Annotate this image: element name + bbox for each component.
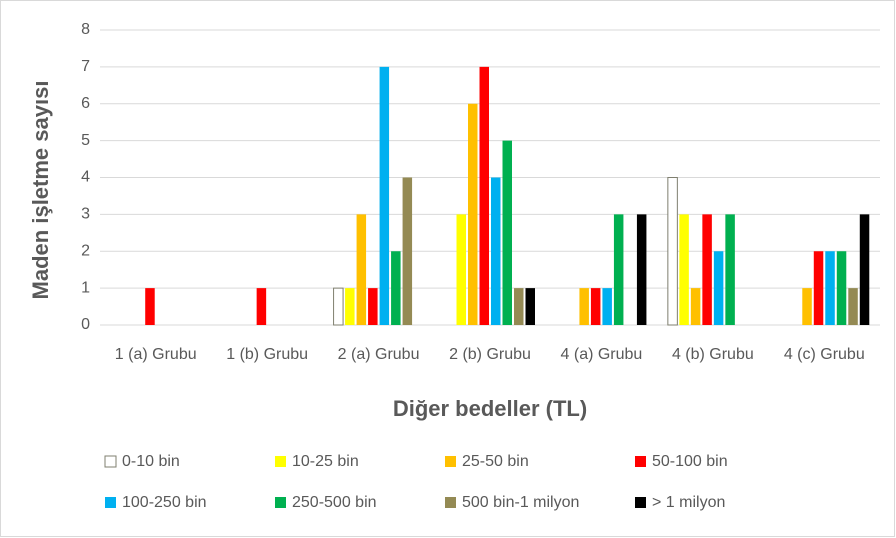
legend-label: 0-10 bin: [122, 453, 180, 470]
bar: [859, 214, 870, 325]
legend-label: 500 bin-1 milyon: [462, 494, 579, 511]
bar: [456, 214, 466, 325]
y-tick-label: 2: [81, 242, 90, 259]
legend-marker: [275, 456, 286, 467]
x-tick-label: 4 (c) Grubu: [784, 346, 865, 363]
legend-marker: [445, 456, 456, 467]
legend-marker: [275, 497, 286, 508]
y-tick-label: 0: [81, 316, 90, 333]
bar: [702, 214, 712, 325]
legend-marker: [635, 497, 646, 508]
legend-marker: [104, 455, 117, 468]
y-tick-label: 7: [81, 58, 90, 75]
bar: [345, 288, 355, 325]
legend-label: 25-50 bin: [462, 453, 529, 470]
bar: [525, 288, 535, 325]
bar: [502, 140, 512, 325]
x-axis-title: Diğer bedeller (TL): [393, 396, 587, 421]
bar: [579, 288, 589, 325]
bar: [713, 251, 724, 325]
bar: [356, 214, 367, 325]
legend-label: 250-500 bin: [292, 494, 377, 511]
legend-label: > 1 milyon: [652, 494, 725, 511]
bar: [468, 103, 478, 325]
bar: [379, 66, 390, 325]
legend-marker: [105, 497, 116, 508]
bar: [256, 288, 267, 325]
y-tick-label: 8: [81, 21, 90, 38]
bar: [690, 288, 701, 325]
x-tick-label: 2 (a) Grubu: [338, 346, 420, 363]
bar: [391, 251, 401, 325]
bar: [333, 287, 344, 326]
bar: [836, 251, 847, 325]
legend-marker: [445, 497, 456, 508]
legend-label: 10-25 bin: [292, 453, 359, 470]
y-tick-label: 5: [81, 132, 90, 149]
bar: [848, 288, 858, 325]
y-axis-title: Maden işletme sayısı: [28, 81, 53, 300]
x-tick-label: 4 (a) Grubu: [561, 346, 643, 363]
bar: [813, 251, 824, 325]
legend-label: 100-250 bin: [122, 494, 207, 511]
bar: [602, 288, 612, 325]
x-tick-label: 4 (b) Grubu: [672, 346, 754, 363]
x-tick-label: 1 (b) Grubu: [226, 346, 308, 363]
bar: [491, 177, 501, 325]
bar: [802, 288, 812, 325]
bar: [825, 251, 835, 325]
bar: [145, 288, 155, 325]
bar: [514, 288, 524, 325]
legend-label: 50-100 bin: [652, 453, 728, 470]
bar: [679, 214, 689, 325]
legend-marker: [635, 456, 646, 467]
y-tick-label: 1: [81, 279, 90, 296]
bar: [636, 214, 647, 325]
y-tick-label: 6: [81, 95, 90, 112]
bar: [368, 288, 378, 325]
y-tick-label: 4: [81, 169, 90, 186]
bar: [479, 66, 489, 325]
bar: [667, 177, 678, 326]
bar: [725, 214, 735, 325]
x-tick-label: 1 (a) Grubu: [115, 346, 197, 363]
bar: [613, 214, 624, 325]
bar: [590, 288, 601, 325]
bar: [402, 177, 413, 325]
x-tick-label: 2 (b) Grubu: [449, 346, 531, 363]
y-tick-label: 3: [81, 206, 90, 223]
